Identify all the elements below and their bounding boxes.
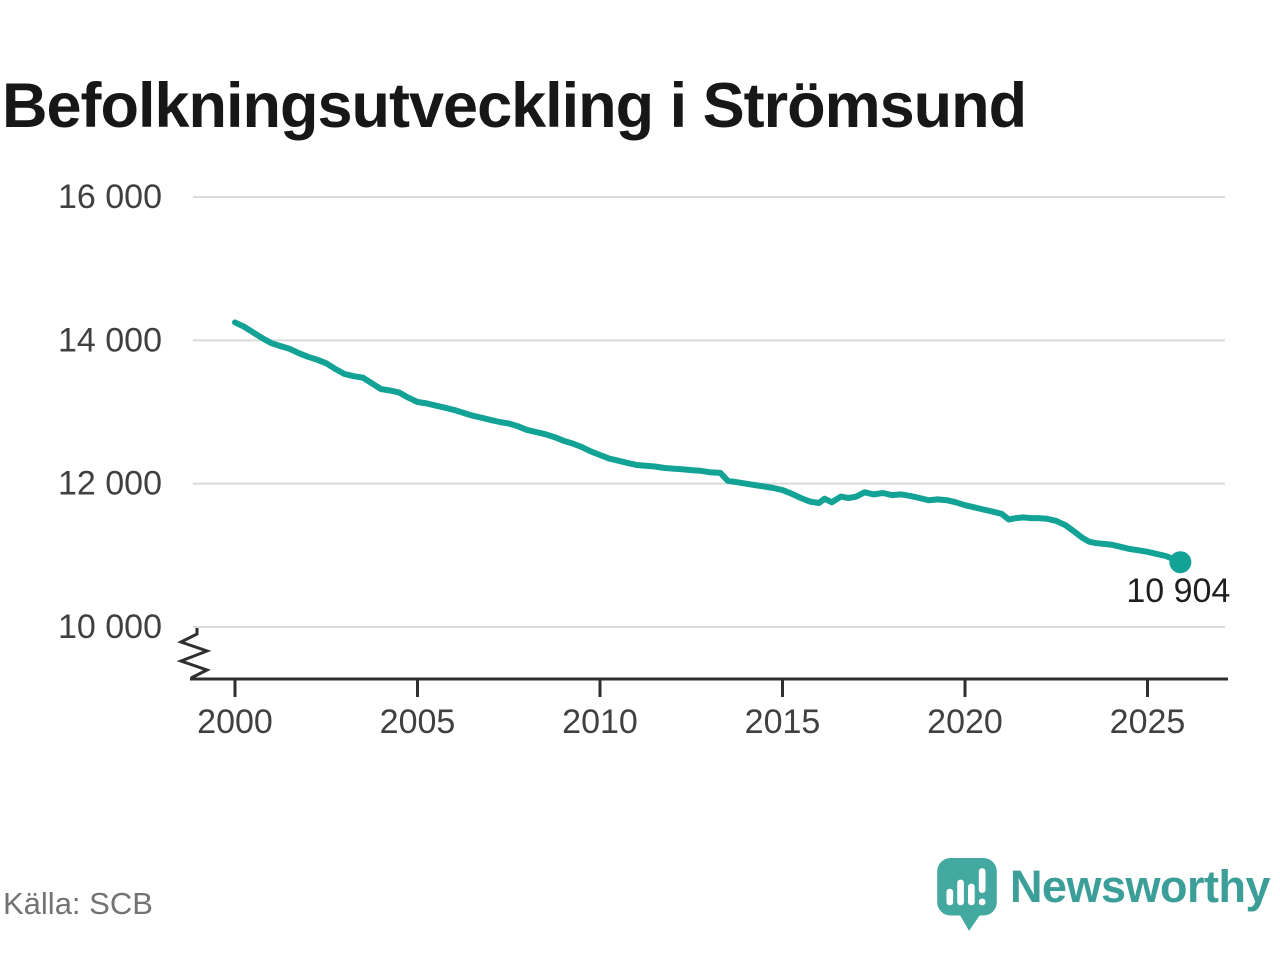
newsworthy-bar-chart-bubble-icon (937, 858, 997, 939)
y-tick-label: 12 000 (58, 465, 162, 503)
x-tick-label: 2025 (1110, 703, 1186, 741)
y-tick-label: 10 000 (58, 608, 162, 646)
x-tick-label: 2020 (927, 703, 1003, 741)
x-tick-label: 2010 (562, 703, 638, 741)
source-label: Källa: SCB (3, 886, 153, 921)
axis-break-icon (176, 628, 212, 680)
y-tick-label: 14 000 (58, 321, 162, 359)
latest-value-label: 10 904 (1126, 572, 1230, 610)
chart-title: Befolkningsutveckling i Strömsund (2, 71, 1027, 142)
population-line (232, 319, 1184, 566)
y-tick-label: 16 000 (58, 178, 162, 216)
latest-point-dot (1169, 551, 1192, 574)
x-tick-label: 2015 (745, 703, 821, 741)
x-tick-label: 2005 (380, 703, 456, 741)
x-tick-label: 2000 (197, 703, 273, 741)
newsworthy-wordmark: Newsworthy (1009, 861, 1271, 912)
newsworthy-logo: Newsworthy (937, 858, 1271, 934)
population-line-chart-canvas: 16 000 14 000 12 000 10 000 2000 2005 2010 2015… (58, 178, 1230, 741)
